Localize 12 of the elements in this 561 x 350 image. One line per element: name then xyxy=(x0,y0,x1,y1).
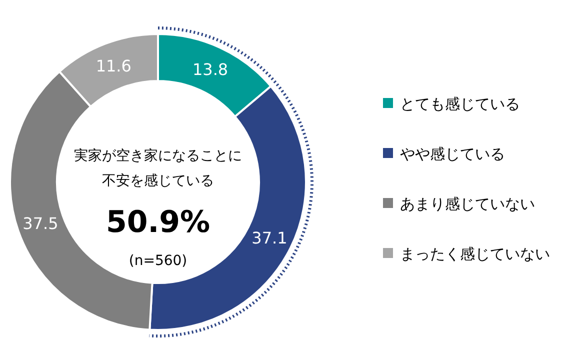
data-label: 11.6 xyxy=(96,56,132,76)
legend-label: まったく感じていない xyxy=(400,245,550,263)
text: 不安を感じている xyxy=(102,173,214,189)
text: 実家が空き家になることに xyxy=(74,148,242,164)
legend-label: やや感じている xyxy=(400,145,505,163)
legend-label: あまり感じていない xyxy=(400,195,535,213)
data-label: 37.1 xyxy=(252,228,288,248)
text: 50.9% xyxy=(106,205,210,240)
data-label: 13.8 xyxy=(192,60,228,80)
text: (n=560) xyxy=(128,253,188,269)
legend-label: とても感じている xyxy=(400,95,520,113)
data-label: 37.5 xyxy=(22,214,58,234)
